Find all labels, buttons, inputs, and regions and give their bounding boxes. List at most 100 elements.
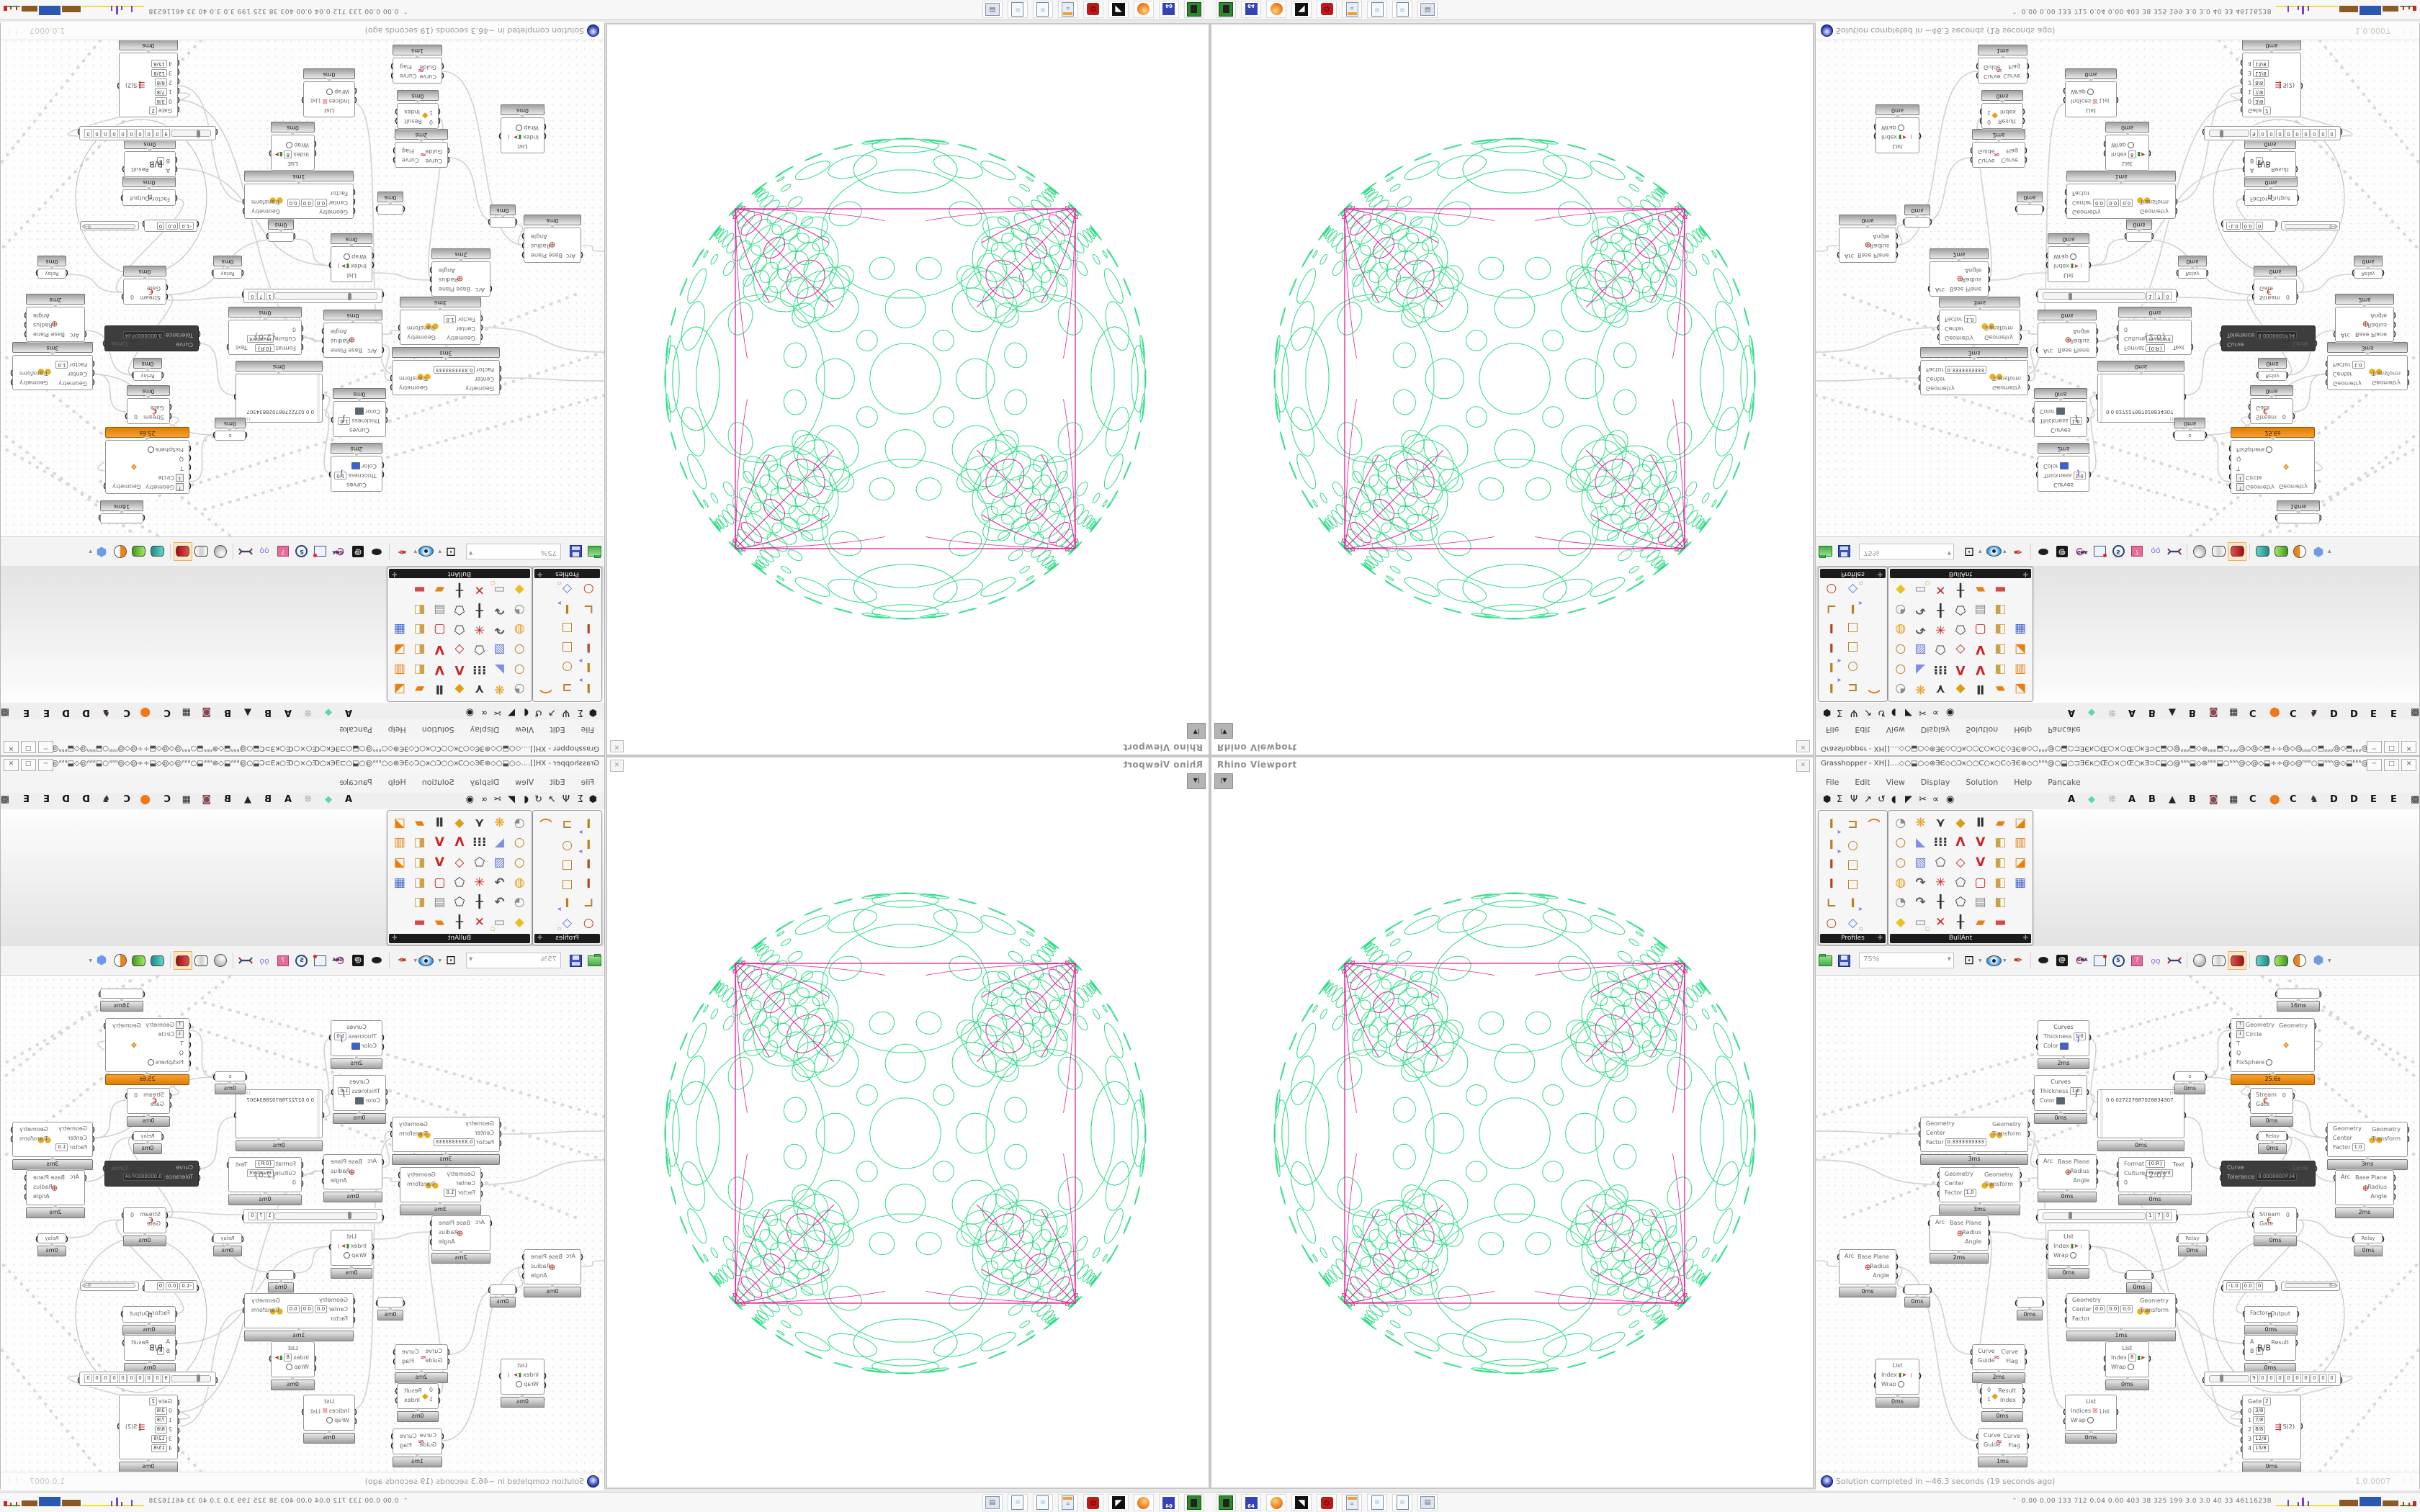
node-port[interactable]: ) [498,1373,502,1380]
node-port[interactable]: ) [24,330,27,337]
palette-bullant-label[interactable]: BullAnt ✛ [389,934,530,943]
node-port[interactable]: ( [2045,1244,2049,1251]
palette-icon[interactable]: Ⅱ [435,815,444,830]
tool-icon-5[interactable]: ◖ [1891,794,1896,805]
ring-pair-icon[interactable] [192,542,211,561]
gh-component[interactable]: 0 1 ◆ Result Index(()) 0ms [395,1383,441,1422]
gh-component[interactable]: List Index ▮➤ Wrap i(() 0ms [498,104,547,153]
gh-component[interactable]: Curve Tolerance 0.0000000004 ◯ Circle(() [2219,1161,2318,1187]
gh-relay[interactable]: Relay() 0ms [2176,1233,2209,1256]
menu-item-help[interactable]: Help [387,778,406,787]
tool-icon-4[interactable]: ↺ [534,707,542,718]
node-port[interactable]: ( [1937,1191,1940,1198]
node-port[interactable]: ) [2095,1178,2099,1185]
gh-component[interactable]: Stream Gate €0(() 0ms [121,1207,169,1246]
plugin-tab-11[interactable]: C [123,707,130,718]
palette-icon[interactable]: ⋎ [1935,815,1946,830]
sketch-quill-icon[interactable]: ✒ [2013,545,2023,559]
node-port[interactable]: ( [2248,1093,2251,1100]
gh-relay[interactable]: () 0ms [375,1297,405,1320]
gh-component[interactable]: Format {0:R} Culture Invariant 0 {2:0} Text(((… [2116,1157,2194,1205]
palette-icon[interactable]: ❋ [1915,682,1926,697]
zoom-level-combo[interactable]: 75% ▼ [466,953,561,968]
node-port[interactable]: ( [91,369,95,376]
gh-component[interactable]: Geometry Center Factor 0.3333333333 ●● Geomet… [1918,1117,2030,1165]
node-port[interactable]: ( [91,359,95,366]
palette-icon[interactable]: ◪ [2015,815,2027,830]
palette-icon[interactable]: ⬠ [1955,622,1966,637]
node-port[interactable]: ) [2318,991,2322,999]
node-port[interactable]: ( [300,1171,304,1179]
tool-icon-4[interactable]: ↺ [1878,707,1886,718]
node-port[interactable]: ) [521,1254,525,1261]
node-port[interactable]: ) [2027,383,2030,390]
palette-icon[interactable]: I ➤ [1850,896,1863,913]
idea-bulbs-icon[interactable]: ϙϙ [2151,955,2161,966]
palette-icon[interactable]: V [1976,642,1986,657]
node-port[interactable]: ( [313,149,317,156]
node-port[interactable]: ( [165,1222,169,1229]
sketch-quill-icon[interactable]: ✒ [2013,953,2023,967]
chevron-down-icon[interactable]: ▼ [438,549,442,554]
node-port[interactable]: ) [2027,1131,2030,1138]
tool-icon-4[interactable]: ↺ [534,794,542,805]
palette-icon[interactable]: I [1829,639,1834,654]
teal-cylinder-icon[interactable] [2253,951,2272,970]
gh-relay[interactable]: () 0ms [266,219,296,242]
grasshopper-window[interactable]: Grasshopper - XH[]....◇○⬓○◇⊛ƎЄ◇○Ↄκ○○C○κ○… [0,22,605,756]
palette-icon[interactable]: ▤ [434,895,446,910]
palette-bullant-label[interactable]: BullAnt ✛ [389,569,530,578]
palette-icon[interactable]: □ [1847,876,1859,891]
tool-icon-8[interactable]: ∝ [1932,707,1940,718]
node-port[interactable]: ( [2325,1146,2329,1153]
palette-icon[interactable]: ◣ [1916,835,1926,850]
node-port[interactable]: ( [2248,402,2251,410]
palette-icon[interactable]: □ [561,621,573,636]
notepad-app-icon[interactable]: ≡ [1367,1,1387,18]
gh-component[interactable]: Geometry Center Factor 1.0 ●● Geometry Transfo… [1937,297,2022,345]
node-port[interactable]: ( [244,1074,248,1081]
palette-icon[interactable]: ▬ [1994,582,2007,597]
printer-queue-app-icon[interactable]: ▤ [982,1,1003,18]
palette-icon[interactable]: ▦ [2015,622,2027,637]
gh-component[interactable]: Format {0:R} Culture Invariant 0 {2:0} Text(((… [2116,307,2194,355]
node-port[interactable]: ( [65,1236,68,1243]
palette-icon[interactable]: ◧ [413,875,426,890]
node-port[interactable]: ) [242,207,246,214]
gh-component[interactable]: Arc ⊕ Base Plane Radius Angle())) 0ms [2035,1154,2099,1202]
plugin-tab-4[interactable]: B [2148,707,2156,718]
palette-icon[interactable]: ◧ [413,895,426,910]
node-port[interactable]: ( [2063,1409,2066,1416]
node-port[interactable]: ) [2088,261,2092,268]
plugin-tab-8[interactable]: ▦ [2229,794,2238,805]
menu-item-view[interactable]: View [515,778,534,787]
orange-sphere-icon[interactable] [2290,542,2309,561]
gh-component[interactable]: Curves Thickness 1.0 Color ʃ(() 0ms [331,388,388,437]
node-port[interactable]: ) [241,290,245,297]
node-port[interactable]: ( [2116,324,2120,331]
node-port[interactable]: ) [390,383,393,390]
resize-grip[interactable]: ⋮⋮ [5,28,19,35]
grasshopper-title-bar[interactable]: Grasshopper - XH[]....◇○⬓○◇⊛ƎЄ◇○Ↄκ○○C○κ○… [1816,757,2419,773]
node-port[interactable]: ( [1873,1373,1877,1380]
node-port[interactable]: ) [2381,1236,2385,1243]
zoom-extents-icon[interactable]: ⊡ [1963,544,1975,559]
node-port[interactable]: ) [1918,1373,1922,1380]
palette-icon[interactable]: □ [561,876,573,891]
node-port[interactable]: ( [2015,1300,2018,1308]
tool-icon-5[interactable]: ◖ [524,794,529,805]
node-port[interactable]: ( [1976,71,1979,78]
node-port[interactable]: ) [390,374,393,381]
node-port[interactable]: ( [2242,165,2246,172]
chevron-down-icon[interactable]: ▼ [89,958,92,963]
notepad-app-icon[interactable]: ≡ [1033,1494,1053,1511]
node-port[interactable]: ( [84,1175,87,1182]
close-icon[interactable]: ✕ [4,759,19,771]
rhino-viewport-panel[interactable]: Rhino Viewport ✕ |▼ [606,756,1210,1489]
node-port[interactable]: ) [2088,1035,2092,1042]
node-port[interactable]: ) [121,1212,125,1220]
node-port[interactable]: ( [1937,323,1940,330]
tool-icon-0[interactable]: ⬢ [588,707,597,718]
node-port[interactable]: ( [165,1212,169,1220]
node-port[interactable]: ( [385,406,388,413]
